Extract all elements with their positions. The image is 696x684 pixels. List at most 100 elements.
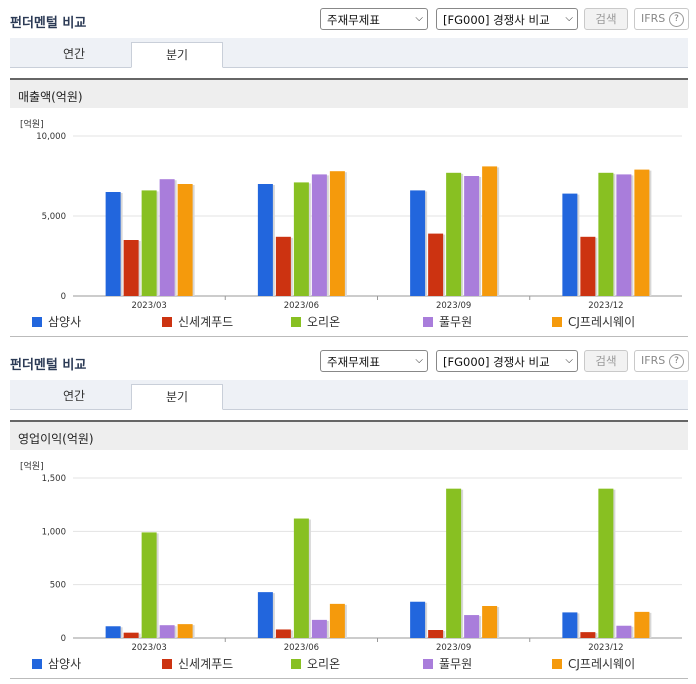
legend-swatch bbox=[552, 317, 562, 327]
panel-title: 펀더멘털 비교 bbox=[10, 16, 87, 31]
bar bbox=[598, 488, 614, 638]
chevron-down-icon: ⌵ bbox=[565, 13, 573, 24]
legend-swatch bbox=[32, 659, 42, 669]
bar bbox=[329, 603, 345, 638]
bar bbox=[177, 624, 193, 638]
y-tick-label: 10,000 bbox=[36, 132, 66, 142]
bar bbox=[446, 172, 462, 296]
bar bbox=[329, 171, 345, 296]
panel-header: 펀더멘털 비교 주재무제표 ⌵ [FG000] 경쟁사 비교 ⌵ 검색 IFRS… bbox=[0, 342, 696, 378]
peer-select[interactable]: [FG000] 경쟁사 비교 ⌵ bbox=[436, 350, 578, 372]
bar bbox=[464, 176, 480, 296]
operating-profit-bar-chart: 0 500 1,000 1,500 2023/03 2023/06 2023/09 2023/… bbox=[42, 474, 682, 650]
legend-item[interactable]: 풀무원 bbox=[423, 655, 472, 672]
legend-item[interactable]: 신세계푸드 bbox=[162, 313, 233, 330]
bar bbox=[123, 632, 139, 638]
ifrs-button[interactable]: IFRS ? bbox=[634, 350, 689, 372]
bar bbox=[634, 611, 650, 638]
bar bbox=[311, 619, 327, 638]
legend-swatch bbox=[291, 317, 301, 327]
search-button[interactable]: 검색 bbox=[584, 8, 628, 30]
legend-label: 신세계푸드 bbox=[178, 657, 234, 671]
tab-annual[interactable]: 연간 bbox=[62, 389, 86, 403]
bar bbox=[482, 606, 498, 638]
bar bbox=[257, 592, 273, 638]
operating-profit-panel: 펀더멘털 비교 주재무제표 ⌵ [FG000] 경쟁사 비교 ⌵ 검색 IFRS… bbox=[0, 342, 696, 684]
chart-legend: 삼양사 신세계푸드 오리온 풀무원 CJ프레시웨이 bbox=[0, 313, 696, 329]
bar bbox=[598, 172, 614, 296]
legend-label: 신세계푸드 bbox=[178, 315, 234, 329]
bar bbox=[410, 601, 426, 638]
search-button[interactable]: 검색 bbox=[584, 350, 628, 372]
x-tick-label: 2023/06 bbox=[284, 301, 319, 308]
x-tick-label: 2023/12 bbox=[588, 301, 623, 308]
bar bbox=[159, 179, 175, 296]
panel-title: 펀더멘털 비교 bbox=[10, 358, 87, 373]
legend-label: CJ프레시웨이 bbox=[568, 315, 636, 329]
bar bbox=[580, 236, 596, 296]
bar bbox=[257, 184, 273, 296]
legend-swatch bbox=[552, 659, 562, 669]
bar bbox=[141, 190, 157, 296]
unit-label: [억원] bbox=[20, 462, 44, 472]
y-tick-label: 1,000 bbox=[42, 527, 66, 537]
bar bbox=[410, 190, 426, 296]
chevron-down-icon: ⌵ bbox=[415, 13, 423, 24]
panel-header: 펀더멘털 비교 주재무제표 ⌵ [FG000] 경쟁사 비교 ⌵ 검색 IFRS… bbox=[0, 0, 696, 36]
legend-swatch bbox=[291, 659, 301, 669]
statement-select-value: 주재무제표 bbox=[327, 13, 380, 27]
bar bbox=[159, 625, 175, 638]
legend-item[interactable]: 오리온 bbox=[291, 313, 340, 330]
bar bbox=[177, 184, 193, 296]
help-icon[interactable]: ? bbox=[669, 354, 684, 369]
divider bbox=[10, 678, 688, 679]
legend-swatch bbox=[423, 659, 433, 669]
legend-swatch bbox=[162, 659, 172, 669]
legend-swatch bbox=[423, 317, 433, 327]
bar bbox=[428, 630, 444, 638]
legend-swatch bbox=[32, 317, 42, 327]
statement-select[interactable]: 주재무제표 ⌵ bbox=[320, 8, 428, 30]
x-tick-label: 2023/03 bbox=[131, 643, 166, 650]
y-tick-label: 0 bbox=[61, 634, 66, 644]
legend-item[interactable]: 신세계푸드 bbox=[162, 655, 233, 672]
legend-item[interactable]: CJ프레시웨이 bbox=[552, 655, 635, 672]
x-tick-label: 2023/12 bbox=[588, 643, 623, 650]
legend-item[interactable]: 오리온 bbox=[291, 655, 340, 672]
legend-label: 삼양사 bbox=[48, 657, 82, 671]
help-icon[interactable]: ? bbox=[669, 12, 684, 27]
bar bbox=[580, 632, 596, 638]
chevron-down-icon: ⌵ bbox=[565, 355, 573, 366]
bar bbox=[464, 615, 480, 638]
peer-select-value: [FG000] 경쟁사 비교 bbox=[443, 355, 550, 369]
legend-label: 오리온 bbox=[307, 315, 341, 329]
bar bbox=[428, 233, 444, 296]
bar bbox=[616, 174, 632, 296]
x-tick-label: 2023/03 bbox=[131, 301, 166, 308]
bar bbox=[293, 182, 309, 296]
bar bbox=[562, 193, 578, 296]
legend-item[interactable]: 삼양사 bbox=[32, 313, 81, 330]
y-tick-label: 500 bbox=[50, 581, 66, 591]
tab-quarterly[interactable]: 분기 bbox=[131, 384, 223, 410]
ifrs-button[interactable]: IFRS ? bbox=[634, 8, 689, 30]
bar bbox=[482, 166, 498, 296]
bar bbox=[105, 626, 121, 638]
unit-label: [억원] bbox=[20, 120, 44, 130]
y-tick-label: 1,500 bbox=[42, 474, 66, 484]
period-tabs: 연간 분기 bbox=[10, 38, 688, 68]
peer-select[interactable]: [FG000] 경쟁사 비교 ⌵ bbox=[436, 8, 578, 30]
legend-item[interactable]: 풀무원 bbox=[423, 313, 472, 330]
legend-label: 풀무원 bbox=[439, 315, 473, 329]
tab-annual[interactable]: 연간 bbox=[62, 47, 86, 61]
bar bbox=[123, 240, 139, 296]
legend-item[interactable]: CJ프레시웨이 bbox=[552, 313, 635, 330]
tab-quarterly[interactable]: 분기 bbox=[131, 42, 223, 68]
legend-swatch bbox=[162, 317, 172, 327]
legend-label: 삼양사 bbox=[48, 315, 82, 329]
legend-item[interactable]: 삼양사 bbox=[32, 655, 81, 672]
statement-select[interactable]: 주재무제표 ⌵ bbox=[320, 350, 428, 372]
bar bbox=[275, 236, 291, 296]
x-tick-label: 2023/09 bbox=[436, 301, 471, 308]
period-tabs: 연간 분기 bbox=[10, 380, 688, 410]
